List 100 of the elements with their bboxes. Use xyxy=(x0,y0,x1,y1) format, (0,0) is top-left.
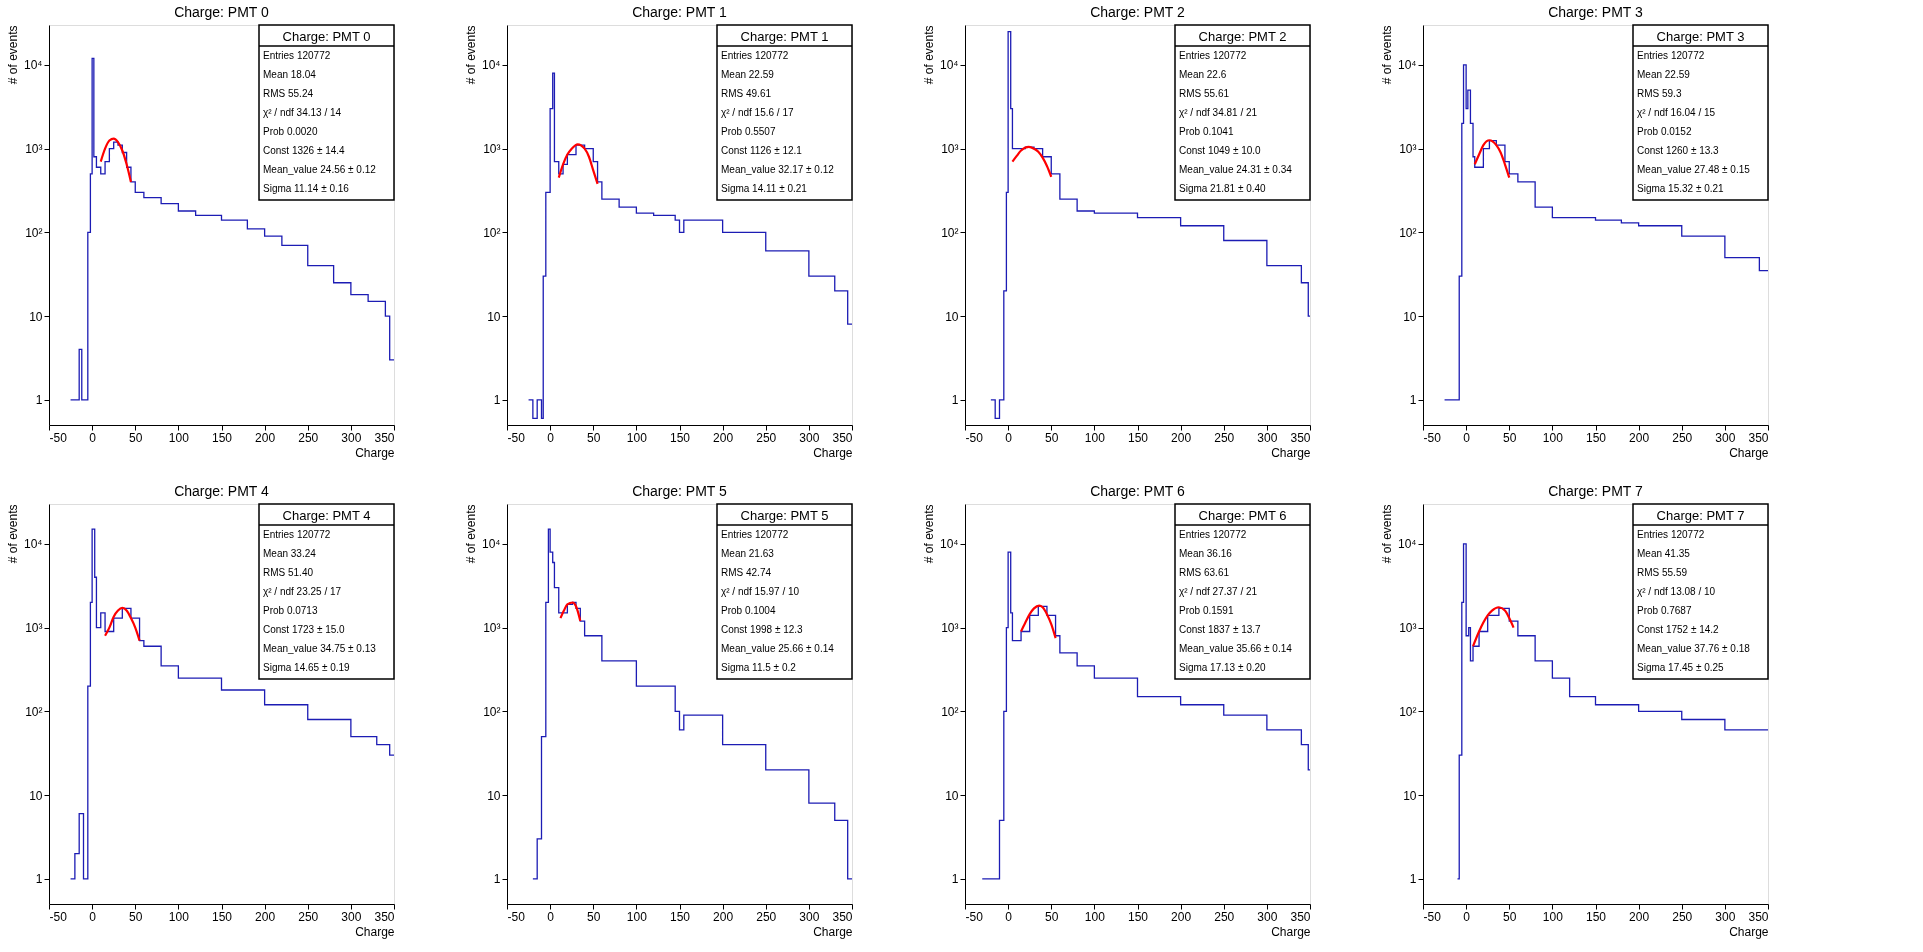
y-tick-label: 10⁴ xyxy=(23,58,43,73)
annotation: Mean 22.6 xyxy=(1179,68,1227,80)
x-tick-label: 200 xyxy=(713,430,734,445)
x-tick-label: -50 xyxy=(1423,430,1442,445)
x-tick-label: 0 xyxy=(1005,909,1013,924)
x-tick-label: 250 xyxy=(756,430,777,445)
annotation: RMS 51.40 xyxy=(263,566,314,578)
y-tick-label: 10 xyxy=(945,309,959,324)
x-tick-label: 200 xyxy=(1171,909,1192,924)
y-tick-label: 10² xyxy=(483,225,501,240)
x-tick-label: 50 xyxy=(1045,909,1059,924)
x-axis-title: Charge xyxy=(355,445,395,460)
x-tick-label: 100 xyxy=(1542,430,1564,445)
line-series xyxy=(99,137,133,184)
x-tick-label: 250 xyxy=(298,430,319,445)
annotation: RMS 55.24 xyxy=(263,87,314,99)
x-tick-label: 150 xyxy=(1585,909,1607,924)
x-tick-label: 300 xyxy=(341,909,362,924)
x-tick-label: 100 xyxy=(1084,430,1106,445)
y-tick-label: 10² xyxy=(483,704,501,719)
x-axis-title: Charge xyxy=(1729,924,1769,939)
x-tick-label: 150 xyxy=(211,909,233,924)
x-tick-label: -50 xyxy=(965,909,984,924)
annotation: Const 1998 ± 12.3 xyxy=(721,623,804,635)
annotation: χ² / ndf 34.81 / 21 xyxy=(1179,106,1258,118)
chart-title: Charge: PMT 7 xyxy=(1548,483,1644,500)
y-axis-title: # of events xyxy=(6,504,20,564)
annotation: Sigma 15.32 ± 0.21 xyxy=(1637,182,1725,194)
x-tick-label: 100 xyxy=(626,909,648,924)
x-tick-label: 50 xyxy=(1503,430,1517,445)
y-tick-label: 10³ xyxy=(941,142,959,157)
x-tick-label: -50 xyxy=(49,909,68,924)
y-tick-label: 10³ xyxy=(941,621,959,636)
y-tick-label: 10² xyxy=(941,225,959,240)
x-tick-label: 250 xyxy=(1672,430,1693,445)
x-axis-title: Charge xyxy=(1271,924,1311,939)
annotation: Mean_value 34.75 ± 0.13 xyxy=(263,642,377,654)
annotation: Charge: PMT 0 xyxy=(282,28,371,44)
annotation: Sigma 11.5 ± 0.2 xyxy=(721,661,797,673)
x-tick-label: 100 xyxy=(168,430,190,445)
x-tick-label: 200 xyxy=(255,430,276,445)
x-tick-label: 0 xyxy=(1005,430,1013,445)
annotation: Entries 120772 xyxy=(1179,49,1247,61)
y-axis-title: # of events xyxy=(1380,25,1394,85)
chart-title: Charge: PMT 3 xyxy=(1548,4,1644,21)
x-tick-label: 300 xyxy=(1257,909,1278,924)
x-tick-label: 350 xyxy=(1290,430,1311,445)
x-tick-label: 100 xyxy=(626,430,648,445)
y-tick-label: 10 xyxy=(29,788,43,803)
y-tick-label: 10 xyxy=(487,309,501,324)
x-axis-title: Charge xyxy=(1729,445,1769,460)
x-tick-label: 250 xyxy=(1672,909,1693,924)
x-tick-label: 150 xyxy=(669,909,691,924)
x-tick-label: 50 xyxy=(1503,909,1517,924)
y-axis-title: # of events xyxy=(1380,504,1394,564)
line-series xyxy=(559,601,582,623)
annotation: Prob 0.1004 xyxy=(721,604,776,616)
x-tick-label: 200 xyxy=(255,909,276,924)
annotation: Prob 0.1041 xyxy=(1179,125,1234,137)
chart-title: Charge: PMT 0 xyxy=(174,4,270,21)
x-tick-label: -50 xyxy=(49,430,68,445)
annotation: Prob 0.1591 xyxy=(1179,604,1234,616)
annotation: Prob 0.0713 xyxy=(263,604,318,616)
line-series xyxy=(557,143,599,185)
x-tick-label: 50 xyxy=(587,430,601,445)
annotation: Entries 120772 xyxy=(721,49,789,61)
annotation: Mean 41.35 xyxy=(1637,547,1691,559)
x-tick-label: 300 xyxy=(1715,430,1736,445)
chart-title: Charge: PMT 4 xyxy=(174,483,270,500)
x-tick-label: 350 xyxy=(832,909,853,924)
x-tick-label: 50 xyxy=(129,909,143,924)
x-tick-label: -50 xyxy=(507,430,526,445)
x-tick-label: 350 xyxy=(832,430,853,445)
x-tick-label: 350 xyxy=(1290,909,1311,924)
y-tick-label: 10⁴ xyxy=(939,537,959,552)
annotation: Charge: PMT 5 xyxy=(740,507,829,523)
annotation: Sigma 17.13 ± 0.20 xyxy=(1179,661,1267,673)
x-tick-label: 250 xyxy=(756,909,777,924)
annotation: χ² / ndf 34.13 / 14 xyxy=(263,106,342,118)
annotation: Prob 0.0020 xyxy=(263,125,318,137)
y-tick-label: 10 xyxy=(945,788,959,803)
annotation: Sigma 21.81 ± 0.40 xyxy=(1179,182,1267,194)
annotation: RMS 55.59 xyxy=(1637,566,1688,578)
x-tick-label: 150 xyxy=(1127,430,1149,445)
x-tick-label: -50 xyxy=(507,909,526,924)
y-tick-label: 1 xyxy=(35,872,43,887)
x-tick-label: -50 xyxy=(1423,909,1442,924)
annotation: Charge: PMT 3 xyxy=(1656,28,1745,44)
x-tick-label: 0 xyxy=(1463,909,1471,924)
annotation: Sigma 14.11 ± 0.21 xyxy=(721,182,808,194)
y-tick-label: 10³ xyxy=(25,621,43,636)
y-tick-label: 10³ xyxy=(483,621,501,636)
y-tick-label: 10³ xyxy=(483,142,501,157)
x-tick-label: 350 xyxy=(374,909,395,924)
line-series xyxy=(103,606,141,642)
annotation: Entries 120772 xyxy=(263,528,331,540)
annotation: Entries 120772 xyxy=(721,528,789,540)
annotation: χ² / ndf 23.25 / 17 xyxy=(263,585,342,597)
annotation: Mean 36.16 xyxy=(1179,547,1233,559)
y-tick-label: 10² xyxy=(25,225,43,240)
